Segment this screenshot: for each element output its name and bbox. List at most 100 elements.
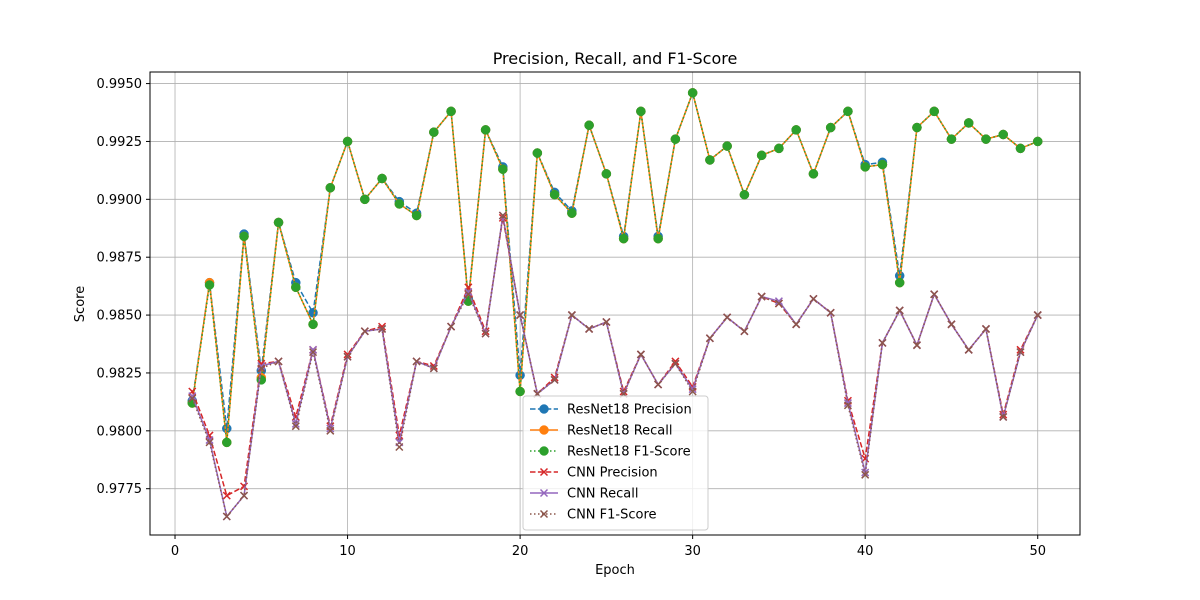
data-point bbox=[653, 233, 663, 244]
data-point bbox=[480, 125, 491, 135]
data-point bbox=[516, 311, 525, 320]
series-resnet18-f1-score bbox=[187, 88, 1043, 448]
data-point bbox=[222, 491, 231, 500]
legend-box bbox=[522, 395, 709, 531]
data-point bbox=[205, 438, 214, 447]
data-point bbox=[705, 155, 715, 165]
data-point bbox=[912, 341, 921, 350]
data-point bbox=[291, 282, 301, 293]
data-point bbox=[947, 320, 956, 329]
data-point bbox=[550, 375, 559, 384]
legend-item-cnn-recall: CNN Recall bbox=[530, 487, 638, 502]
data-point bbox=[964, 345, 973, 354]
legend-marker bbox=[539, 467, 549, 477]
data-point bbox=[963, 118, 974, 128]
data-point bbox=[498, 211, 507, 220]
data-point bbox=[618, 233, 629, 244]
data-point bbox=[567, 208, 577, 218]
series-group bbox=[187, 88, 1043, 521]
data-point bbox=[222, 437, 232, 448]
data-point bbox=[602, 317, 611, 327]
data-point bbox=[825, 122, 836, 133]
data-point bbox=[429, 364, 438, 373]
data-point bbox=[309, 348, 318, 357]
y-tick-label: 0.9875 bbox=[97, 251, 143, 266]
legend-label: ResNet18 Precision bbox=[567, 403, 692, 418]
plot-frame bbox=[149, 71, 1081, 536]
data-point bbox=[1033, 311, 1042, 320]
axis-ticks: 0 10 20 30 40 50 0.9775 0.9800 0.9825 0.9850 0.987… bbox=[97, 77, 1047, 559]
data-point bbox=[636, 350, 645, 359]
data-point bbox=[360, 327, 369, 336]
legend-item-resnet18-f1-score: ResNet18 F1-Score bbox=[530, 445, 691, 460]
data-point bbox=[188, 394, 197, 403]
data-point bbox=[515, 370, 525, 381]
data-point bbox=[447, 322, 456, 331]
legend-label: ResNet18 F1-Score bbox=[567, 445, 691, 460]
data-point bbox=[222, 512, 231, 521]
data-point bbox=[895, 306, 904, 315]
data-point bbox=[411, 210, 422, 221]
data-point bbox=[930, 290, 939, 299]
data-point bbox=[343, 352, 352, 361]
data-point bbox=[843, 401, 852, 410]
y-axis-title: Score bbox=[73, 286, 88, 322]
legend-marker bbox=[539, 488, 549, 498]
legend-label: CNN Recall bbox=[567, 487, 638, 502]
y-tick-label: 0.9900 bbox=[97, 193, 143, 208]
data-point bbox=[878, 338, 887, 347]
legend: ResNet18 Precision ResNet18 Recall ResNet1… bbox=[522, 395, 709, 531]
legend-marker bbox=[539, 509, 549, 519]
y-tick-label: 0.9925 bbox=[97, 135, 143, 150]
series-line-resnet18-f1-score bbox=[191, 92, 1039, 444]
data-point bbox=[843, 106, 853, 117]
data-point bbox=[325, 183, 336, 193]
x-axis-title: Epoch bbox=[595, 563, 635, 578]
legend-item-resnet18-precision: ResNet18 Precision bbox=[530, 403, 692, 418]
data-point bbox=[291, 419, 300, 428]
data-point bbox=[929, 106, 939, 117]
data-point bbox=[360, 194, 370, 205]
x-tick-label: 10 bbox=[339, 544, 356, 559]
data-point bbox=[532, 148, 543, 158]
data-point bbox=[239, 231, 249, 242]
data-point bbox=[515, 386, 525, 397]
data-point bbox=[671, 359, 680, 368]
x-tick-label: 0 bbox=[171, 544, 179, 559]
data-point bbox=[756, 150, 767, 161]
legend-marker bbox=[539, 446, 549, 456]
data-point bbox=[981, 324, 990, 333]
data-point bbox=[722, 141, 732, 151]
data-point bbox=[429, 127, 439, 137]
data-point bbox=[792, 320, 801, 329]
data-point bbox=[309, 345, 318, 354]
data-point bbox=[723, 313, 732, 322]
data-point bbox=[860, 162, 870, 172]
data-point bbox=[757, 292, 766, 301]
data-point bbox=[739, 189, 750, 200]
y-tick-label: 0.9850 bbox=[97, 309, 143, 324]
legend-marker bbox=[539, 404, 549, 414]
data-point bbox=[585, 324, 594, 333]
y-tick-label: 0.9800 bbox=[97, 424, 143, 439]
data-point bbox=[549, 189, 560, 200]
legend-marker bbox=[539, 425, 549, 435]
data-point bbox=[567, 311, 576, 320]
data-point bbox=[687, 88, 698, 98]
data-point bbox=[377, 173, 387, 184]
data-point bbox=[464, 290, 473, 299]
data-point bbox=[774, 297, 783, 306]
data-point bbox=[912, 122, 922, 133]
legend-item-cnn-f1-score: CNN F1-Score bbox=[530, 508, 657, 523]
legend-item-cnn-precision: CNN Precision bbox=[530, 466, 658, 481]
data-point bbox=[188, 392, 197, 401]
data-point bbox=[1015, 143, 1026, 154]
data-point bbox=[861, 470, 870, 479]
data-point bbox=[222, 423, 232, 434]
data-point bbox=[808, 169, 819, 179]
data-point bbox=[981, 134, 991, 144]
data-point bbox=[291, 422, 300, 431]
x-tick-label: 40 bbox=[857, 544, 874, 559]
data-point bbox=[274, 357, 283, 366]
